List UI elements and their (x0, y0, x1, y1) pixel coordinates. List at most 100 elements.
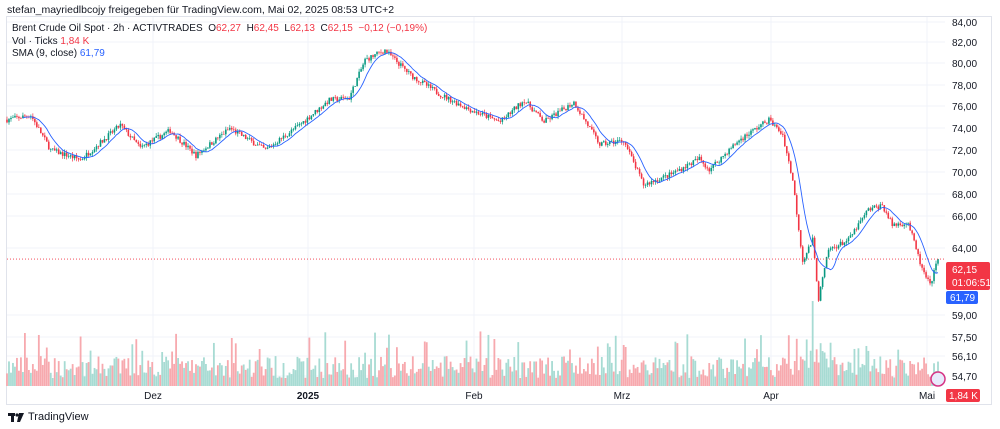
volume-bar (254, 361, 257, 386)
candle-body (352, 86, 354, 93)
candle-body (368, 58, 370, 61)
open-value: 62,27 (215, 23, 241, 34)
volume-bar (676, 343, 679, 386)
high-value: 62,45 (253, 23, 279, 34)
candle-body (372, 55, 374, 57)
candle-body (650, 180, 653, 185)
volume-bar (24, 333, 26, 386)
candle-body (630, 151, 633, 157)
volume-bar (264, 369, 267, 386)
sma-label[interactable]: SMA (9, close) (12, 48, 78, 59)
volume-bar (567, 360, 569, 386)
sma-price-label: 61,79 (950, 293, 975, 304)
volume-bar (89, 350, 92, 386)
volume-bar (191, 360, 193, 386)
symbol-title[interactable]: Brent Crude Oil Spot · 2h · ACTIVTRADES (12, 23, 203, 34)
candle-body (163, 133, 165, 136)
volume-bar (22, 371, 24, 386)
volume-bar (151, 362, 154, 386)
volume-bar (407, 375, 410, 386)
candle-body (937, 259, 939, 264)
candle-body (117, 125, 120, 128)
volume-bar (57, 361, 60, 386)
candle-body (682, 167, 685, 172)
volume-bar (463, 358, 466, 386)
candle-body (485, 113, 488, 118)
volume-label[interactable]: Vol · Ticks (12, 35, 58, 47)
candle-body (736, 142, 738, 145)
candle-body (457, 103, 460, 106)
candle-body (577, 107, 579, 111)
volume-bar (232, 363, 235, 386)
close-value: 62,15 (327, 23, 353, 34)
candle-body (336, 97, 339, 102)
candle-body (51, 148, 54, 150)
candle-body (837, 245, 840, 249)
candle-body (358, 71, 360, 79)
tradingview-logo[interactable]: TradingView (8, 411, 89, 423)
volume-bar (471, 368, 474, 386)
volume-bar (475, 358, 478, 386)
candle-body (479, 114, 482, 116)
volume-bar (244, 369, 247, 386)
volume-bar (459, 363, 462, 386)
candle-body (720, 156, 722, 163)
candle-body (227, 129, 229, 131)
candle-body (282, 135, 285, 139)
candle-body (43, 135, 46, 138)
volume-bar (97, 356, 100, 386)
candle-body (865, 210, 868, 216)
volume-bar (73, 375, 76, 386)
sma-line (22, 52, 939, 274)
candle-body (700, 156, 703, 161)
volume-bar (505, 362, 508, 386)
volume-bar (409, 369, 412, 386)
candle-body (680, 168, 683, 172)
volume-bar (431, 360, 434, 386)
candle-body (107, 133, 110, 140)
candle-body (410, 71, 412, 74)
candle-body (123, 125, 126, 129)
candle-body (821, 277, 824, 287)
candle-body (855, 229, 858, 230)
volume-bar (557, 370, 559, 386)
candle-body (766, 122, 768, 124)
candle-body (491, 116, 494, 119)
candle-body (370, 55, 372, 61)
y-tick-label: 82,00 (952, 38, 977, 49)
volume-bar (658, 358, 661, 386)
volume-bar (399, 370, 402, 386)
candle-body (318, 107, 321, 113)
candle-body (547, 117, 549, 119)
candle-body (40, 127, 42, 134)
volume-bar (258, 349, 261, 386)
volume-bar (602, 367, 605, 386)
volume-bar (31, 364, 34, 386)
volume-bar (41, 364, 44, 386)
candle-body (760, 124, 762, 128)
candle-body (780, 131, 782, 134)
candle-body (710, 167, 713, 172)
candle-body (473, 111, 476, 113)
volume-bar (730, 359, 733, 386)
volume-bar (664, 365, 667, 386)
candle-body (252, 140, 255, 146)
candle-body (364, 58, 366, 65)
volume-bar (374, 332, 376, 386)
volume-bar (837, 375, 840, 386)
volume-bar (881, 373, 884, 386)
candle-body (193, 151, 195, 154)
candle-body (608, 141, 611, 144)
candle-body (543, 120, 545, 123)
volume-bar (734, 374, 736, 386)
candle-body (324, 102, 327, 107)
volume-bar (155, 376, 158, 386)
candle-body (221, 134, 223, 135)
candle-body (732, 144, 734, 149)
volume-bar (451, 367, 454, 386)
candle-body (579, 110, 581, 114)
candle-body (95, 146, 98, 150)
volume-bar (632, 364, 635, 386)
volume-bar (173, 363, 176, 386)
